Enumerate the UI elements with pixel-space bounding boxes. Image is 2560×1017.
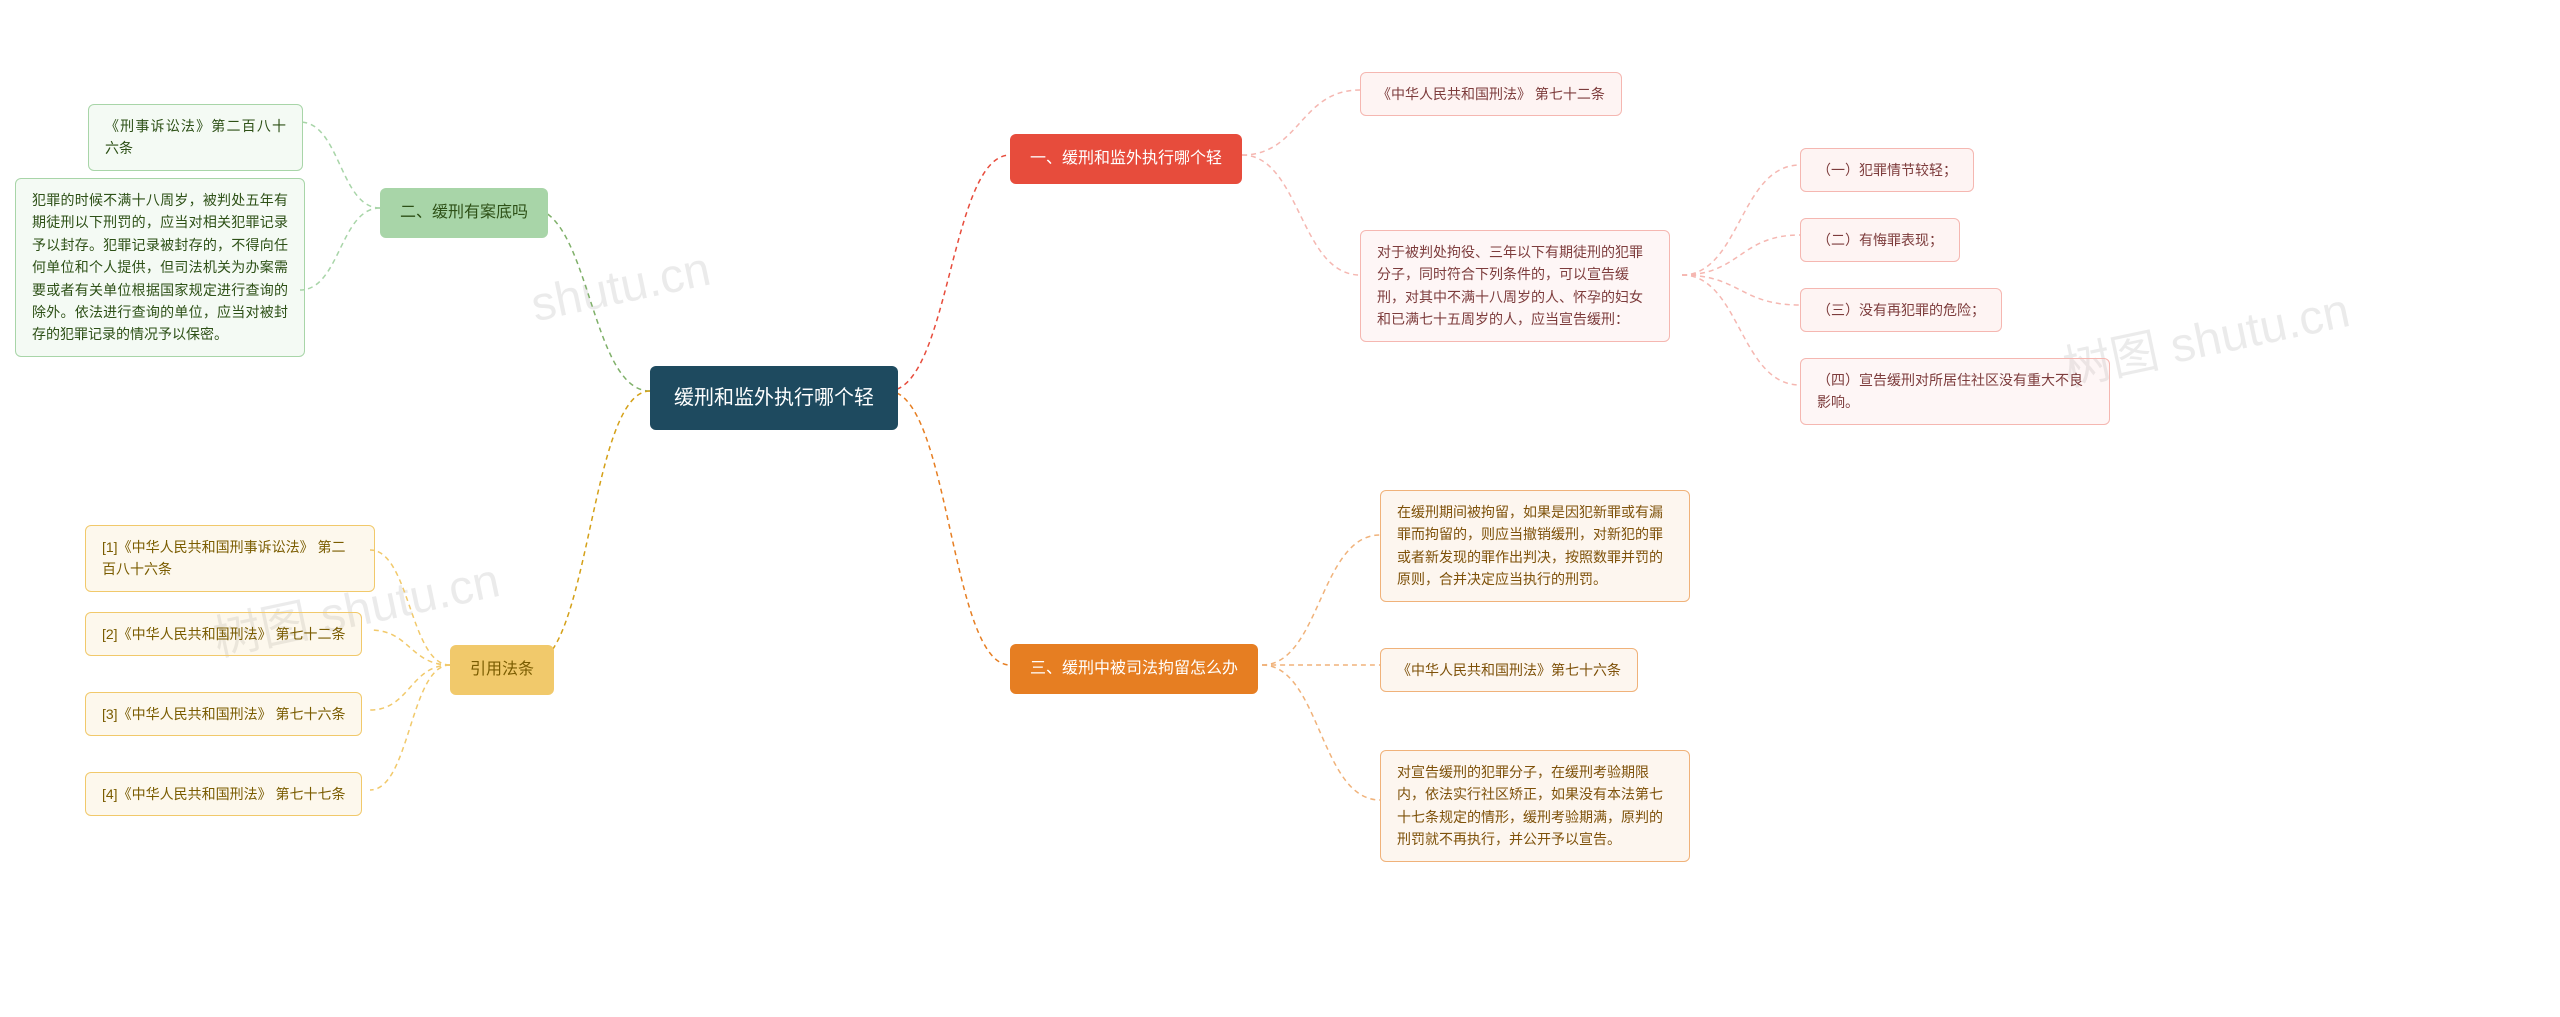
branch-2-leaf-1: 《刑事诉讼法》第二百八十六条: [88, 104, 303, 171]
root-node[interactable]: 缓刑和监外执行哪个轻: [650, 366, 898, 430]
watermark: shutu.cn: [526, 242, 715, 334]
branch-2-leaf-2: 犯罪的时候不满十八周岁，被判处五年有期徒刑以下刑罚的，应当对相关犯罪记录予以封存…: [15, 178, 305, 357]
branch-4-ref-1: [1]《中华人民共和国刑事诉讼法》 第二百八十六条: [85, 525, 375, 592]
branch-4-ref-3: [3]《中华人民共和国刑法》 第七十六条: [85, 692, 362, 736]
branch-3-leaf-2: 《中华人民共和国刑法》第七十六条: [1380, 648, 1638, 692]
branch-4[interactable]: 引用法条: [450, 645, 554, 695]
branch-3-leaf-3: 对宣告缓刑的犯罪分子，在缓刑考验期限内，依法实行社区矫正，如果没有本法第七十七条…: [1380, 750, 1690, 862]
branch-2[interactable]: 二、缓刑有案底吗: [380, 188, 548, 238]
branch-1-sub-3: （三）没有再犯罪的危险；: [1800, 288, 2002, 332]
branch-4-ref-4: [4]《中华人民共和国刑法》 第七十七条: [85, 772, 362, 816]
branch-1-sub-2: （二）有悔罪表现；: [1800, 218, 1960, 262]
branch-1-leaf-1: 《中华人民共和国刑法》 第七十二条: [1360, 72, 1622, 116]
branch-1-sub-4: （四）宣告缓刑对所居住社区没有重大不良影响。: [1800, 358, 2110, 425]
branch-1[interactable]: 一、缓刑和监外执行哪个轻: [1010, 134, 1242, 184]
connector-layer: [0, 0, 2560, 1017]
branch-4-ref-2: [2]《中华人民共和国刑法》 第七十二条: [85, 612, 362, 656]
branch-1-sub-1: （一）犯罪情节较轻；: [1800, 148, 1974, 192]
branch-3[interactable]: 三、缓刑中被司法拘留怎么办: [1010, 644, 1258, 694]
branch-1-leaf-2: 对于被判处拘役、三年以下有期徒刑的犯罪分子，同时符合下列条件的，可以宣告缓刑，对…: [1360, 230, 1670, 342]
branch-3-leaf-1: 在缓刑期间被拘留，如果是因犯新罪或有漏罪而拘留的，则应当撤销缓刑，对新犯的罪或者…: [1380, 490, 1690, 602]
